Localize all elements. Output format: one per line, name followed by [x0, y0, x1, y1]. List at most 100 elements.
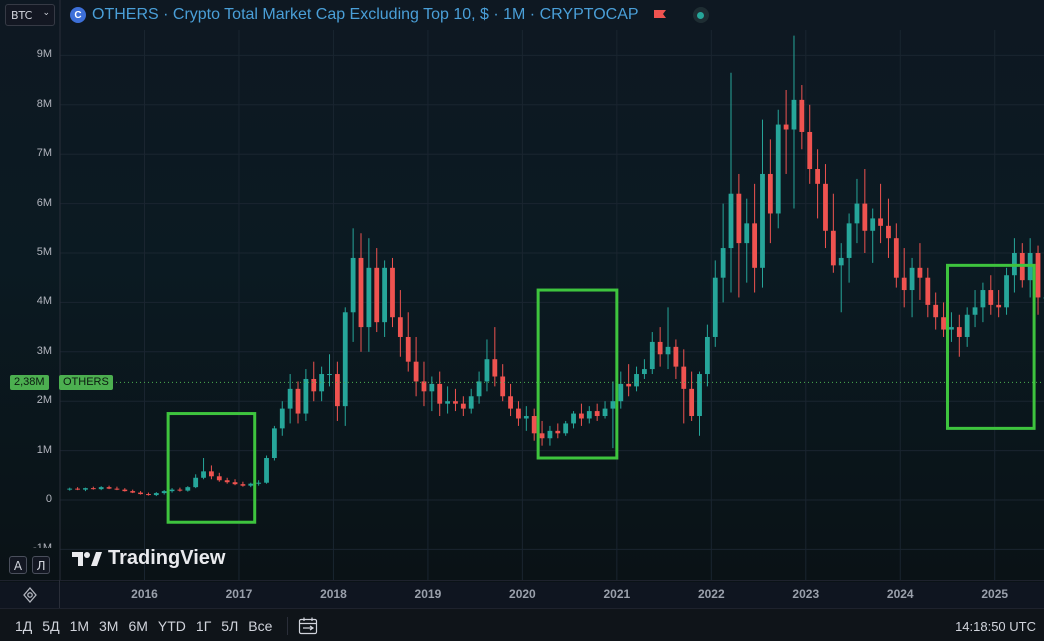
candle — [642, 359, 647, 379]
candle-body — [287, 388, 293, 409]
candle — [878, 183, 883, 244]
candle — [744, 198, 750, 283]
candle — [484, 339, 490, 392]
bottom-toolbar: 1Д 5Д 1M 3M 6M YTD 1Г 5Л Все — [0, 608, 1044, 641]
timeframe-button[interactable]: 6M — [128, 617, 148, 634]
time-axis-tick-label: 2025 — [981, 587, 1009, 601]
candle — [374, 248, 380, 333]
candle-body — [334, 374, 340, 407]
candle — [870, 208, 876, 263]
candle — [980, 282, 986, 323]
candle — [862, 169, 868, 253]
candle-body — [547, 430, 553, 439]
candle — [83, 487, 88, 492]
candle-body — [815, 169, 820, 184]
candle — [712, 260, 718, 347]
candle-body — [602, 408, 608, 417]
candle-body — [642, 369, 647, 375]
candle — [516, 401, 521, 426]
candle — [799, 85, 805, 150]
candle — [996, 290, 1002, 318]
axis-settings-icon[interactable] — [22, 587, 38, 603]
clock-label[interactable]: 14:18:50 UTC — [955, 619, 1036, 634]
candle — [460, 396, 466, 417]
symbol-select-label: BTC — [11, 8, 33, 22]
highlight-box — [945, 263, 1036, 430]
candle-body — [752, 223, 758, 268]
chart-title[interactable]: C OTHERS · Crypto Total Market Cap Exclu… — [70, 5, 709, 25]
candle-body — [146, 494, 151, 496]
timeframe-button[interactable]: 5Д — [42, 617, 60, 634]
timeframe-button[interactable]: 5Л — [221, 617, 239, 634]
candle — [429, 376, 435, 412]
candle — [893, 223, 899, 288]
candle — [350, 228, 356, 342]
log-scale-button[interactable]: Л — [32, 556, 50, 574]
candle-body — [838, 257, 844, 266]
market-status-icon[interactable] — [692, 7, 709, 23]
candle — [153, 492, 159, 497]
candle-body — [83, 488, 88, 490]
timeframe-button[interactable]: 3M — [99, 617, 119, 634]
candle-body — [539, 433, 545, 439]
candle-body — [901, 277, 907, 291]
candle — [634, 366, 639, 392]
candle — [941, 302, 946, 337]
candle — [594, 403, 600, 421]
timeframe-button[interactable]: 1Г — [195, 617, 212, 634]
candle — [224, 477, 230, 484]
candle-body — [571, 413, 576, 424]
candle — [815, 149, 820, 219]
candle-body — [382, 267, 388, 323]
candle-body — [390, 267, 395, 318]
candle-body — [75, 488, 80, 490]
timeframe-button[interactable]: 1M — [69, 617, 90, 634]
candle-body — [248, 483, 254, 486]
candle — [563, 420, 569, 436]
timeframe-button[interactable]: Все — [248, 617, 273, 634]
candle-body — [649, 341, 655, 370]
candle-body — [303, 378, 309, 414]
date-range-icon[interactable] — [298, 617, 318, 635]
candle — [216, 472, 222, 482]
candle-body — [216, 476, 222, 481]
candle-body — [925, 277, 931, 305]
candle — [240, 481, 246, 487]
time-axis-tick-label: 2020 — [509, 587, 536, 601]
candle — [476, 371, 482, 404]
candle-body — [484, 359, 490, 382]
candle — [956, 314, 962, 357]
symbol-select[interactable]: BTC ⌄ — [5, 4, 55, 26]
axis-divider — [59, 580, 60, 608]
candle-body — [870, 218, 876, 231]
timeframe-list: 1Д 5Д 1M 3M 6M YTD 1Г 5Л Все — [10, 618, 277, 634]
candlestick-chart[interactable] — [0, 0, 1044, 582]
candle — [665, 307, 671, 370]
auto-scale-button[interactable]: A — [9, 556, 27, 574]
candle-body — [201, 471, 206, 478]
candle-body — [405, 336, 411, 362]
candle-body — [972, 307, 978, 315]
candle — [846, 213, 852, 283]
candle — [720, 203, 726, 303]
candle-body — [413, 361, 419, 382]
candle — [130, 489, 136, 494]
timeframe-button[interactable]: YTD — [157, 617, 186, 634]
candle-body — [917, 267, 923, 278]
candle — [122, 488, 128, 492]
top-bar: BTC ⌄ C OTHERS · Crypto Total Market Cap… — [0, 0, 1044, 30]
candle — [256, 480, 262, 486]
flag-icon[interactable] — [653, 9, 667, 21]
candles — [67, 35, 1044, 497]
chart-area[interactable] — [0, 0, 1044, 582]
candle — [523, 406, 529, 431]
price-axis-tick-label: 7M — [36, 147, 52, 160]
candle — [657, 327, 663, 367]
tradingview-logo[interactable]: TradingView — [72, 547, 225, 570]
candle — [610, 381, 616, 449]
candle — [382, 260, 388, 337]
candle-body — [366, 267, 372, 328]
time-axis-tick-label: 2021 — [603, 587, 631, 601]
timeframe-button[interactable]: 1Д — [15, 617, 33, 634]
